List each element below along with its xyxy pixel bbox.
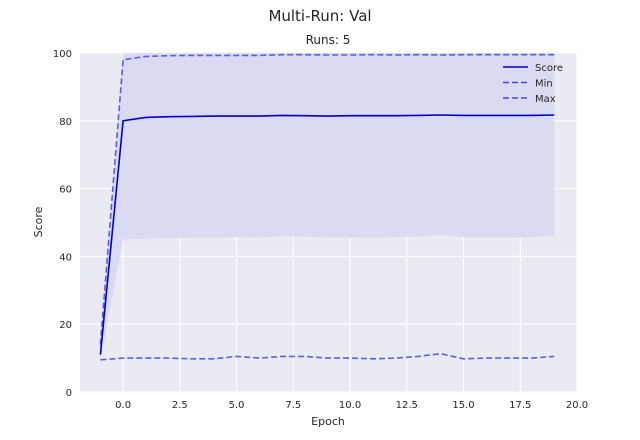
series-line-score bbox=[99, 114, 555, 355]
x-tick-label: 0.0 bbox=[115, 400, 131, 411]
y-tick-label: 100 bbox=[53, 49, 72, 60]
x-axis-label: Epoch bbox=[311, 415, 345, 428]
y-tick-label: 40 bbox=[59, 252, 72, 263]
y-tick-label: 80 bbox=[59, 117, 72, 128]
x-tick-label: 17.5 bbox=[509, 400, 531, 411]
y-tick-label: 0 bbox=[66, 388, 72, 399]
legend: Score Min Max bbox=[503, 63, 563, 105]
min-max-band bbox=[100, 53, 555, 360]
series-line-max bbox=[99, 53, 555, 345]
y-tick-label: 60 bbox=[59, 185, 72, 196]
chart-title: Multi-Run: Val bbox=[268, 7, 371, 25]
series-line-min bbox=[100, 352, 555, 361]
legend-label-min: Min bbox=[535, 79, 553, 90]
y-axis-label: Score bbox=[32, 206, 45, 237]
chart-subtitle: Runs: 5 bbox=[306, 33, 351, 47]
series-lines bbox=[99, 53, 555, 361]
x-tick-label: 15.0 bbox=[452, 400, 474, 411]
legend-label-score: Score bbox=[535, 63, 563, 74]
x-tick-label: 2.5 bbox=[172, 400, 188, 411]
x-tick-label: 20.0 bbox=[566, 400, 588, 411]
legend-label-max: Max bbox=[535, 94, 556, 105]
range-band bbox=[100, 53, 555, 360]
x-tick-label: 10.0 bbox=[339, 400, 361, 411]
x-tick-label: 5.0 bbox=[229, 400, 245, 411]
y-tick-label: 20 bbox=[59, 320, 72, 331]
x-tick-label: 12.5 bbox=[396, 400, 418, 411]
y-ticks: 0 20 40 60 80 100 bbox=[53, 49, 72, 399]
x-ticks: 0.0 2.5 5.0 7.5 10.0 12.5 15.0 17.5 20.0 bbox=[115, 400, 588, 411]
x-tick-label: 7.5 bbox=[285, 400, 301, 411]
